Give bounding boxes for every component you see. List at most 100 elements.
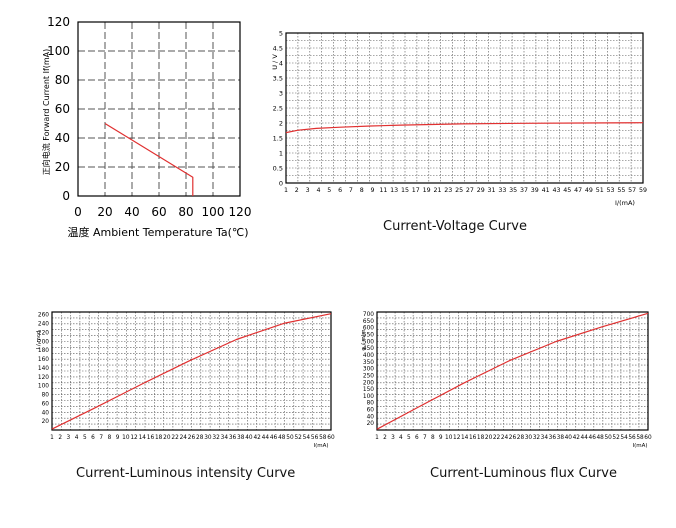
x-tick-label: 54 (303, 435, 311, 441)
series-line (285, 122, 644, 134)
x-tick-label: 53 (607, 187, 615, 194)
y-tick-label: 600 (363, 326, 374, 332)
y-tick-label: 80 (42, 393, 50, 399)
x-tick-label: 46 (270, 435, 278, 441)
x-tick-label: 7 (349, 187, 353, 194)
x-tick-label: 20 (163, 435, 171, 441)
y-tick-label: 4 (279, 59, 283, 67)
x-tick-label: 48 (278, 435, 286, 441)
x-tick-label: 34 (221, 435, 229, 441)
x-tick-label: 10 (122, 435, 130, 441)
x-tick-label: 1 (375, 435, 379, 441)
x-tick-label: 50 (286, 435, 294, 441)
x-tick-label: 51 (596, 187, 604, 194)
x-tick-label: 18 (477, 435, 485, 441)
caption-intensity: Current-Luminous intensity Curve (76, 466, 296, 481)
x-tick-label: 56 (628, 435, 636, 441)
x-tick-label: 17 (412, 187, 420, 194)
x-tick-label: 20 (97, 205, 112, 219)
y-axis-label: U / V (271, 54, 279, 70)
x-tick-label: 2 (58, 435, 62, 441)
chart-2: 1 2 3 4 5 6 7 8 9 11 13 15 17 19 21 23 25 27 29 31 33 35 37 39 4… (271, 29, 647, 207)
x-tick-label: 49 (585, 187, 593, 194)
y-tick-label: 260 (38, 313, 49, 319)
x-tick-label: 18 (155, 435, 163, 441)
x-tick-label: 47 (574, 187, 582, 194)
x-tick-label: 60 (327, 435, 335, 441)
x-tick-label: 32 (212, 435, 220, 441)
x-tick-label: 28 (196, 435, 204, 441)
x-tick-label: 58 (636, 435, 644, 441)
x-tick-label: 11 (379, 187, 387, 194)
x-tick-label: 2 (295, 187, 299, 194)
x-tick-label: 8 (360, 187, 364, 194)
y-tick-label: 1 (279, 149, 283, 157)
y-tick-label: 60 (55, 102, 70, 116)
y-tick-label: 120 (47, 15, 70, 29)
y-axis-label: φ / mlm (361, 329, 367, 350)
y-tick-label: 100 (38, 384, 49, 390)
plot-frame (51, 311, 332, 431)
x-tick-label: 7 (99, 435, 103, 441)
x-tick-label: 1 (50, 435, 54, 441)
y-axis-label: 正向电流 Forward Current If(mA) (41, 49, 51, 176)
y-tick-label: 100 (363, 394, 374, 400)
x-tick-labels: 1 2 3 4 5 6 7 8 9 10 12 14 16 18 20 22 24 26 28 30 32 34 36 38 4… (50, 435, 335, 441)
x-tick-label: 48 (596, 435, 604, 441)
x-tick-label: 56 (311, 435, 319, 441)
y-tick-label: 40 (55, 131, 70, 145)
chart-1: 0 20 40 60 80 100 120 0 20 40 60 80 100 120 温度 Ambient… (41, 15, 251, 239)
x-tick-label: 23 (444, 187, 452, 194)
y-tick-label: 40 (42, 410, 50, 416)
series-line (376, 312, 649, 430)
x-tick-label: 29 (477, 187, 485, 194)
y-tick-label: 100 (47, 44, 70, 58)
y-tick-label: 140 (38, 366, 49, 372)
x-tick-label: 3 (67, 435, 71, 441)
x-tick-label: 21 (433, 187, 441, 194)
x-tick-label: 35 (509, 187, 517, 194)
x-tick-label: 120 (229, 205, 252, 219)
x-axis-label: I(mA) (632, 443, 647, 449)
x-tick-label: 8 (431, 435, 435, 441)
x-tick-label: 28 (517, 435, 525, 441)
x-tick-label: 7 (423, 435, 427, 441)
x-axis-label: 温度 Ambient Temperature Ta(℃) (67, 225, 248, 239)
x-tick-label: 5 (407, 435, 411, 441)
x-tick-label: 30 (204, 435, 212, 441)
x-tick-label: 15 (401, 187, 409, 194)
y-tick-label: 1.5 (273, 134, 283, 142)
x-tick-label: 44 (262, 435, 270, 441)
x-tick-label: 45 (563, 187, 571, 194)
y-tick-label: 40 (367, 414, 375, 420)
x-tick-label: 41 (542, 187, 550, 194)
x-tick-label: 9 (439, 435, 443, 441)
y-tick-label: 20 (55, 160, 70, 174)
y-tick-labels: 20 40 60 80 100 120 140 160 180 200 220 240 260 (38, 313, 49, 425)
y-tick-label: 3 (279, 89, 283, 97)
x-tick-label: 27 (466, 187, 474, 194)
x-tick-label: 26 (188, 435, 196, 441)
y-tick-labels: 0 0.5 1 1.5 2 2.5 3 3.5 4 4.5 5 (273, 29, 283, 187)
y-tick-label: 60 (42, 401, 50, 407)
x-tick-label: 4 (399, 435, 403, 441)
x-tick-label: 9 (116, 435, 120, 441)
y-tick-label: 120 (38, 375, 49, 381)
y-tick-label: 240 (38, 322, 49, 328)
x-tick-label: 59 (639, 187, 647, 194)
x-tick-label: 30 (525, 435, 533, 441)
x-tick-label: 10 (445, 435, 453, 441)
x-tick-label: 5 (327, 187, 331, 194)
y-tick-label: 650 (363, 319, 374, 325)
series-line (51, 313, 332, 430)
grid-lines (52, 312, 331, 430)
x-tick-label: 54 (620, 435, 628, 441)
x-tick-label: 3 (306, 187, 310, 194)
x-tick-label: 39 (531, 187, 539, 194)
x-tick-label: 80 (178, 205, 193, 219)
x-tick-label: 36 (229, 435, 237, 441)
x-tick-label: 6 (91, 435, 95, 441)
plot-frame (285, 32, 644, 184)
y-tick-label: 60 (367, 408, 375, 414)
